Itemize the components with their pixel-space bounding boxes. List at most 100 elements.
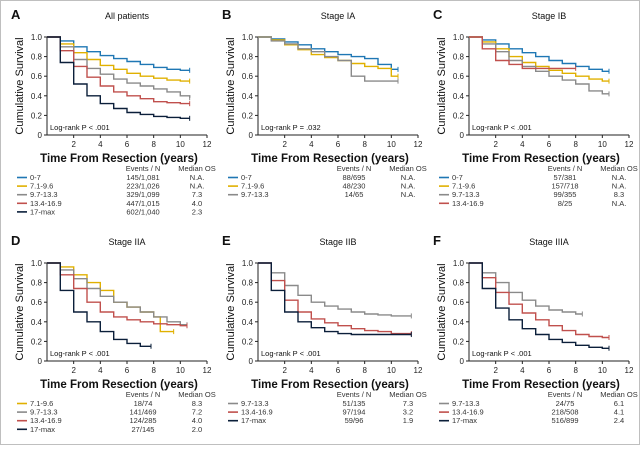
legend-median: 1.9	[403, 416, 413, 425]
legend-header-events: Events / N	[126, 164, 161, 173]
logrank-annotation: Log-rank P < .001	[472, 123, 532, 132]
legend-name: 9.7-13.3	[452, 399, 480, 408]
legend-header-events: Events / N	[126, 390, 161, 399]
x-tick-label: 4	[520, 366, 525, 375]
legend-name: 7.1-9.6	[241, 182, 264, 191]
x-tick-label: 4	[309, 140, 314, 149]
legend-median: N.A.	[612, 199, 627, 208]
x-tick-label: 10	[176, 366, 185, 375]
legend-name: 13.4-16.9	[452, 199, 484, 208]
y-tick-label: 0.6	[242, 72, 254, 81]
legend-name: 0-7	[241, 173, 252, 182]
series-line	[47, 36, 190, 105]
series-line	[469, 262, 609, 349]
legend-events: 27/145	[132, 425, 155, 434]
legend-events: 141/469	[129, 408, 156, 417]
y-tick-label: 0.2	[31, 111, 43, 120]
legend-median: N.A.	[401, 173, 416, 182]
legend-name: 7.1-9.6	[452, 182, 475, 191]
x-tick-label: 2	[493, 366, 498, 375]
legend-header-median: Median OS	[178, 164, 216, 173]
y-axis-label: Cumulative Survival	[14, 263, 26, 360]
panel-e: E Stage IIB 0 0.2 0.4 0.6 0.8 1.0 2 4 6 8 10 12 Cumula…	[222, 233, 427, 425]
x-tick-label: 12	[414, 366, 423, 375]
series-line	[47, 262, 174, 333]
y-tick-label: 0.4	[242, 92, 254, 101]
legend-name: 9.7-13.3	[452, 190, 480, 199]
y-tick-label: 0.4	[31, 92, 43, 101]
legend-median: 7.3	[192, 190, 202, 199]
panel-title: All patients	[105, 11, 150, 21]
logrank-annotation: Log-rank P < .001	[261, 349, 321, 358]
x-tick-label: 4	[98, 366, 103, 375]
legend-header-events: Events / N	[548, 164, 583, 173]
legend-events: 57/381	[554, 173, 577, 182]
panel-d: D Stage IIA 0 0.2 0.4 0.6 0.8 1.0 2 4 6 8 10 12 Cumula…	[11, 233, 216, 434]
y-tick-label: 0.8	[31, 53, 43, 62]
panel-b: B Stage IA 0 0.2 0.4 0.6 0.8 1.0 2 4 6 8 10 12 Cumulat…	[222, 7, 427, 199]
panel-title: Stage IB	[532, 11, 567, 21]
y-tick-label: 1.0	[31, 33, 43, 42]
legend-median: 6.1	[614, 399, 624, 408]
legend-header-events: Events / N	[337, 164, 372, 173]
series-line	[469, 36, 609, 95]
y-tick-label: 0.2	[31, 337, 43, 346]
y-tick-label: 0.6	[31, 72, 43, 81]
x-tick-label: 2	[282, 366, 287, 375]
legend-events: 24/75	[556, 399, 575, 408]
legend-events: 14/65	[345, 190, 364, 199]
y-tick-label: 1.0	[242, 259, 254, 268]
legend-median: 2.0	[192, 425, 202, 434]
panel-letter: C	[433, 7, 443, 22]
legend-events: 329/1,099	[126, 190, 159, 199]
panel-letter: A	[11, 7, 21, 22]
x-axis-label: Time From Resection (years)	[462, 153, 620, 165]
legend-events: 99/355	[554, 190, 577, 199]
y-tick-label: 0.8	[31, 279, 43, 288]
x-tick-label: 10	[387, 140, 396, 149]
x-tick-label: 10	[176, 140, 185, 149]
legend-name: 13.4-16.9	[452, 408, 484, 417]
y-tick-label: 1.0	[242, 33, 254, 42]
y-tick-label: 1.0	[453, 259, 465, 268]
x-tick-label: 2	[71, 140, 76, 149]
logrank-annotation: Log-rank P < .001	[50, 123, 110, 132]
y-tick-label: 0.4	[453, 92, 465, 101]
legend-header-median: Median OS	[600, 390, 638, 399]
legend-median: 7.2	[192, 408, 202, 417]
legend-events: 516/899	[551, 416, 578, 425]
panel-letter: B	[222, 7, 231, 22]
x-tick-label: 8	[573, 366, 578, 375]
y-tick-label: 0.8	[453, 279, 465, 288]
series-line	[47, 262, 187, 327]
y-tick-label: 0.2	[453, 337, 465, 346]
legend-name: 17-max	[30, 425, 55, 434]
legend-name: 7.1-9.6	[30, 182, 53, 191]
x-tick-label: 12	[625, 140, 634, 149]
y-axis-label: Cumulative Survival	[225, 37, 237, 134]
legend-median: N.A.	[612, 182, 627, 191]
legend-name: 9.7-13.3	[241, 399, 269, 408]
y-tick-label: 0.2	[242, 337, 254, 346]
panel-letter: D	[11, 233, 20, 248]
y-tick-label: 1.0	[31, 259, 43, 268]
y-tick-label: 0	[460, 131, 465, 140]
legend-events: 59/96	[345, 416, 364, 425]
x-tick-label: 10	[387, 366, 396, 375]
legend-median: 2.4	[614, 416, 624, 425]
panel-title: Stage IIA	[108, 237, 145, 247]
y-tick-label: 0	[249, 131, 254, 140]
legend-name: 17-max	[452, 416, 477, 425]
y-tick-label: 0.6	[453, 72, 465, 81]
y-axis-label: Cumulative Survival	[14, 37, 26, 134]
x-tick-label: 4	[309, 366, 314, 375]
x-tick-label: 8	[151, 140, 156, 149]
series-line	[47, 36, 190, 119]
legend-events: 223/1,026	[126, 182, 159, 191]
legend-header-median: Median OS	[600, 164, 638, 173]
series-line	[258, 262, 412, 336]
logrank-annotation: Log-rank P = .032	[261, 123, 321, 132]
legend-events: 218/508	[551, 408, 578, 417]
series-line	[469, 262, 583, 315]
legend-name: 13.4-16.9	[30, 416, 62, 425]
